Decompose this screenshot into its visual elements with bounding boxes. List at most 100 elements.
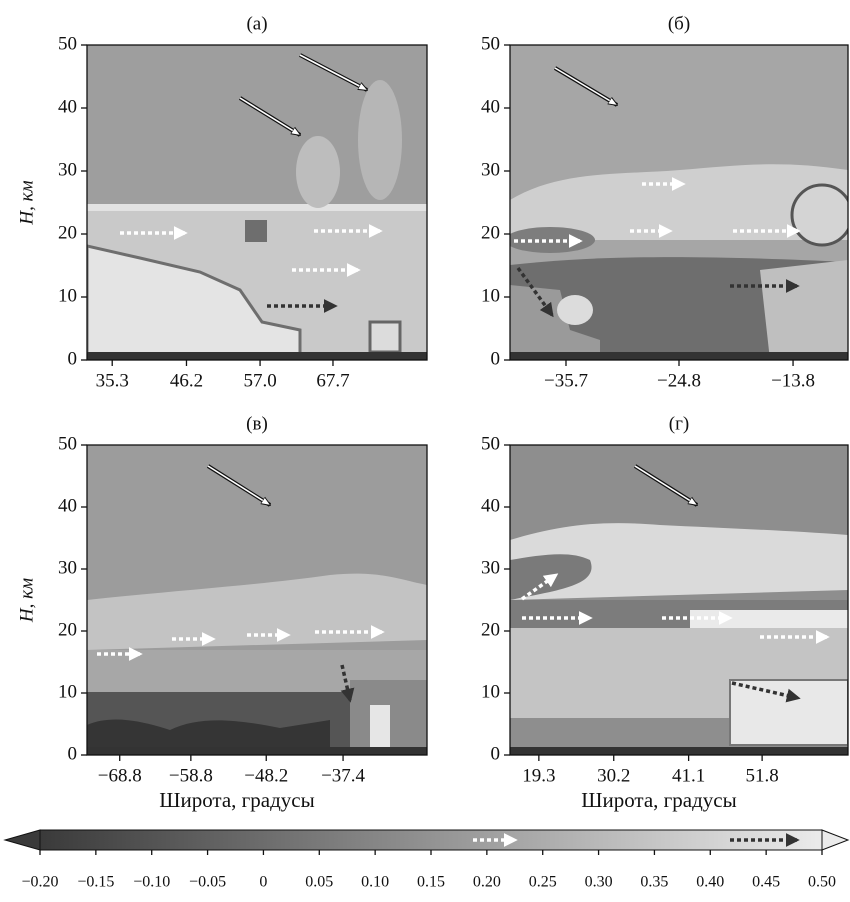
y-tick-label: 40 <box>58 96 77 117</box>
y-tick-label: 0 <box>68 743 78 764</box>
y-tick-label: 10 <box>481 285 500 306</box>
y-axis-label: H, км <box>16 180 37 225</box>
heatmap-field <box>87 445 427 755</box>
y-tick-label: 10 <box>58 285 77 306</box>
panel-title: (в) <box>246 413 268 434</box>
flow-arrow-dark <box>340 664 355 703</box>
y-axis-label: H, км <box>16 578 37 623</box>
heatmap-field <box>87 45 427 360</box>
y-tick-label: 40 <box>481 96 500 117</box>
colorbar-tick-label: 0.15 <box>417 874 445 891</box>
y-tick-label: 0 <box>68 348 78 369</box>
x-tick-label: −48.2 <box>244 765 288 786</box>
field-region <box>510 747 848 755</box>
y-tick-label: 30 <box>481 159 500 180</box>
y-tick-label: 50 <box>58 433 77 454</box>
pointer-arrow-core <box>299 54 367 90</box>
axes-frame <box>86 44 428 361</box>
y-tick-label: 50 <box>58 33 77 54</box>
field-region <box>510 164 848 240</box>
heatmap-field <box>510 445 848 755</box>
colorbar-tick-label: 0.05 <box>305 874 333 891</box>
field-region <box>510 285 600 360</box>
x-axis-label: Широта, градусы <box>159 788 314 812</box>
panel-title: (г) <box>669 413 689 434</box>
y-tick-label: 40 <box>481 495 500 516</box>
colorbar-tick-label: 0.25 <box>529 874 557 891</box>
y-tick-label: 30 <box>58 557 77 578</box>
y-tick-label: 40 <box>58 495 77 516</box>
axes-frame <box>509 444 849 756</box>
colorbar-tick-label: 0.50 <box>808 874 836 891</box>
field-region <box>370 705 390 750</box>
field-region <box>557 295 593 325</box>
y-tick-label: 50 <box>481 33 500 54</box>
y-tick-label: 0 <box>491 348 501 369</box>
x-axis-label: Широта, градусы <box>581 788 736 812</box>
field-region <box>245 220 267 242</box>
colorbar-tick-label: 0.35 <box>640 874 668 891</box>
x-tick-label: −37.4 <box>321 765 365 786</box>
field-region <box>296 136 340 208</box>
x-tick-label: 67.7 <box>316 370 349 391</box>
y-tick-label: 20 <box>481 619 500 640</box>
x-tick-label: 19.3 <box>522 765 555 786</box>
colorbar-tick-label: 0.45 <box>752 874 780 891</box>
y-tick-label: 30 <box>481 557 500 578</box>
field-region <box>87 352 427 360</box>
y-tick-label: 0 <box>491 743 501 764</box>
field-region <box>510 352 848 360</box>
colorbar-tick-label: −0.05 <box>189 874 226 891</box>
x-tick-label: 30.2 <box>597 765 630 786</box>
x-tick-label: −35.7 <box>544 370 588 391</box>
colorbar-tick-label: 0.20 <box>473 874 501 891</box>
field-region <box>87 747 427 755</box>
y-tick-label: 10 <box>58 681 77 702</box>
y-tick-label: 20 <box>481 222 500 243</box>
field-region <box>790 183 848 247</box>
field-region <box>510 523 848 600</box>
flow-arrow-dark <box>516 266 554 318</box>
field-region <box>358 80 402 200</box>
x-tick-label: 57.0 <box>243 370 276 391</box>
x-tick-label: −68.8 <box>98 765 142 786</box>
pointer-arrow-core <box>239 97 300 135</box>
pointer-arrow-core <box>207 465 270 505</box>
field-region <box>368 320 402 354</box>
field-region <box>87 719 330 755</box>
colorbar-extend-min <box>3 829 41 851</box>
x-tick-label: 35.3 <box>96 370 129 391</box>
x-tick-label: 51.8 <box>746 765 779 786</box>
colorbar-tick-label: 0.30 <box>585 874 613 891</box>
y-tick-label: 20 <box>58 222 77 243</box>
x-tick-label: −24.8 <box>657 370 701 391</box>
panel-title: (а) <box>246 13 267 34</box>
colorbar-tick-label: −0.15 <box>77 874 114 891</box>
y-tick-label: 20 <box>58 619 77 640</box>
x-tick-label: −58.8 <box>169 765 213 786</box>
field-region <box>87 244 302 360</box>
x-tick-label: 46.2 <box>170 370 203 391</box>
field-region <box>87 204 427 211</box>
colorbar-tick-label: −0.20 <box>21 874 58 891</box>
panel-title: (б) <box>668 13 690 34</box>
field-region <box>760 260 848 360</box>
x-tick-label: −13.8 <box>771 370 815 391</box>
flow-arrow-dark <box>731 681 801 703</box>
x-tick-label: 41.1 <box>672 765 705 786</box>
colorbar-extend-max <box>821 829 850 851</box>
colorbar-tick-label: 0.40 <box>696 874 724 891</box>
heatmap-field <box>510 45 848 360</box>
colorbar-tick-label: 0.10 <box>361 874 389 891</box>
pointer-arrow-core <box>634 465 697 505</box>
axes-frame <box>86 444 428 756</box>
pointer-arrow-core <box>554 67 617 105</box>
y-tick-label: 50 <box>481 433 500 454</box>
field-region <box>87 573 427 650</box>
colorbar <box>39 829 823 851</box>
colorbar-tick-label: 0 <box>259 874 267 891</box>
y-tick-label: 30 <box>58 159 77 180</box>
colorbar-tick-label: −0.10 <box>133 874 170 891</box>
